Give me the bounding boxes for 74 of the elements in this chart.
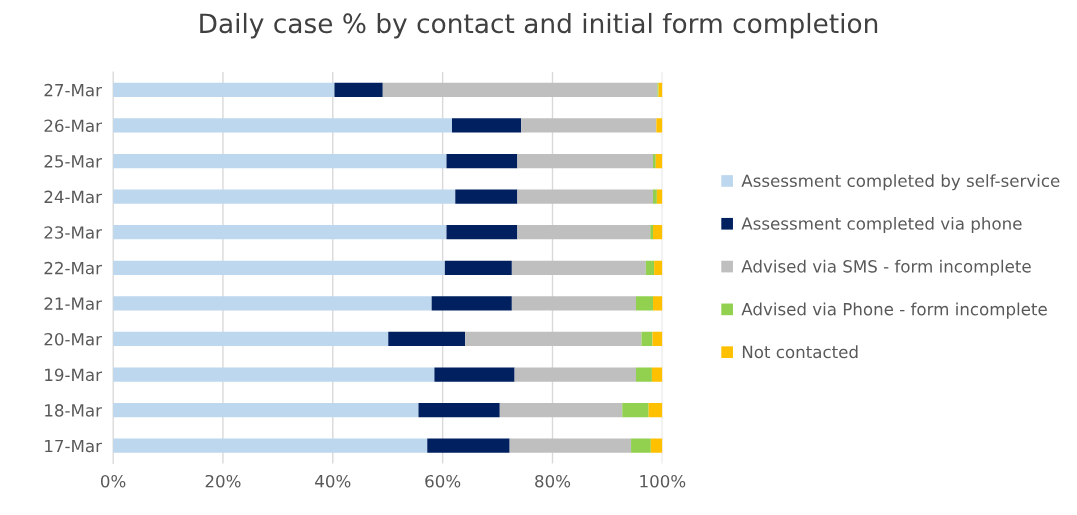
y-tick-label: 18-Mar (45, 404, 102, 417)
legend-label: Assessment completed by self-service (741, 174, 1060, 191)
bar (388, 331, 466, 347)
bar (517, 153, 654, 169)
bar (113, 153, 447, 169)
bar (427, 438, 510, 453)
bar (511, 296, 636, 311)
bar (521, 118, 657, 133)
y-tick-label: 17-Mar (45, 439, 102, 453)
x-tick-label: 20% (205, 474, 241, 488)
y-tick-label: 20-Mar (44, 332, 102, 346)
bar (113, 82, 335, 98)
x-tick-label: 0% (100, 474, 126, 488)
bar (653, 225, 663, 240)
bar (465, 331, 642, 347)
bar (446, 153, 518, 169)
bar (382, 82, 658, 98)
bar (431, 296, 512, 311)
bar (113, 225, 447, 240)
bar (418, 403, 500, 418)
bar (113, 331, 389, 347)
bar (622, 403, 649, 418)
y-tick-label: 21-Mar (44, 297, 102, 310)
bar (648, 403, 663, 418)
legend-label: Not contacted (742, 345, 858, 359)
bar (517, 225, 651, 240)
bar (631, 438, 651, 453)
y-tick-label: 24-Mar (44, 190, 102, 204)
bar (645, 260, 655, 275)
bar (635, 367, 652, 382)
y-tick-label: 25-Mar (44, 155, 102, 168)
bar (334, 82, 383, 98)
bar (113, 367, 435, 382)
bar (113, 438, 428, 453)
bar (653, 296, 663, 311)
bar (656, 118, 663, 133)
bar (517, 189, 654, 204)
y-tick-label: 19-Mar (45, 368, 102, 382)
bar (113, 189, 456, 204)
bar (113, 260, 445, 275)
legend-label: Advised via SMS - form incomplete (741, 259, 1031, 276)
y-tick-label: 26-Mar (44, 119, 102, 133)
y-tick-label: 23-Mar (44, 226, 102, 239)
bar (451, 118, 522, 133)
bar (434, 367, 515, 382)
bar (656, 189, 663, 204)
chart-title: Daily case % by contact and initial form completion (200, 12, 878, 39)
bar (113, 403, 419, 418)
bar (455, 189, 518, 204)
bar (511, 260, 646, 275)
bar (446, 225, 518, 240)
x-tick-label: 60% (425, 474, 461, 488)
bar (650, 225, 654, 240)
x-tick-label: 40% (315, 474, 351, 488)
bar (514, 367, 636, 382)
x-tick-label: 80% (535, 474, 571, 488)
bar (499, 403, 623, 418)
legend-label: Advised via Phone - form incomplete (741, 302, 1047, 319)
legend-label: Assessment completed via phone (741, 216, 1022, 234)
bar (650, 438, 663, 453)
bar (653, 189, 657, 204)
bar (113, 296, 432, 311)
bar (654, 260, 663, 275)
x-tick-label: 100% (640, 474, 686, 488)
bar (509, 438, 632, 453)
y-tick-label: 22-Mar (44, 261, 102, 275)
bar (652, 331, 663, 347)
bar (444, 260, 512, 275)
bar (635, 296, 654, 311)
y-tick-label: 27-Mar (44, 83, 102, 97)
bar (653, 153, 656, 169)
bar (651, 367, 663, 382)
bar (641, 331, 653, 347)
bar (113, 118, 452, 133)
